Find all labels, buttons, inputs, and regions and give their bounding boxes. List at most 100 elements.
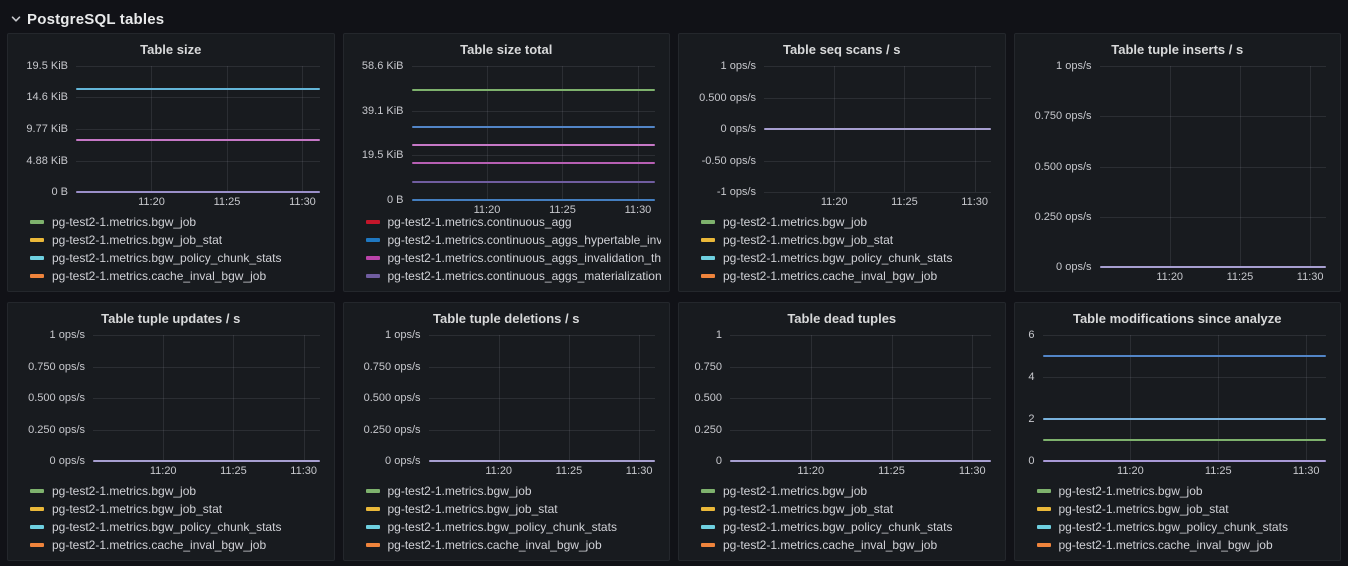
legend-item[interactable]: pg-test2-1.metrics.continuous_aggs_hyper… xyxy=(365,231,661,249)
legend-item[interactable]: pg-test2-1.metrics.bgw_policy_chunk_stat… xyxy=(30,518,326,536)
graph-panel: Table tuple inserts / s 1 ops/s 0.750 ops… xyxy=(1013,33,1341,292)
y-tick-label: 0 ops/s xyxy=(1056,261,1092,273)
v-gridline xyxy=(1306,335,1308,461)
legend-item[interactable]: pg-test2-1.metrics.bgw_job xyxy=(701,213,997,231)
legend-item[interactable]: pg-test2-1.metrics.bgw_job xyxy=(365,482,662,500)
v-gridline xyxy=(1239,66,1241,267)
legend-item[interactable]: pg-test2-1.metrics.continuous_aggs_mater… xyxy=(365,267,661,285)
x-tick-label: 11:30 xyxy=(289,196,316,208)
legend-swatch-icon xyxy=(365,256,380,260)
x-axis: 11:20 11:25 11:30 xyxy=(76,192,320,210)
legend-item[interactable]: pg-test2-1.metrics.bgw_job xyxy=(701,482,997,500)
y-tick-label: 19.5 KiB xyxy=(361,149,404,162)
x-tick-label: 11:20 xyxy=(820,196,848,208)
plot-area[interactable] xyxy=(93,335,320,462)
legend-item[interactable]: pg-test2-1.metrics.bgw_job_stat xyxy=(701,231,997,249)
plot-col: 11:20 11:25 11:30 xyxy=(428,335,655,479)
legend-item[interactable]: pg-test2-1.metrics.cache_inval_bgw_job xyxy=(365,536,662,554)
plot-area[interactable] xyxy=(764,66,991,193)
series-line xyxy=(1042,418,1326,420)
legend-swatch-icon xyxy=(30,543,44,547)
legend-item[interactable]: pg-test2-1.metrics.cache_inval_bgw_job xyxy=(30,267,326,285)
legend-item[interactable]: pg-test2-1.metrics.bgw_job_stat xyxy=(30,231,326,249)
graph-panel: Table seq scans / s 1 ops/s 0.500 ops/s 0 … xyxy=(678,33,1006,292)
legend-item[interactable]: pg-test2-1.metrics.bgw_job_stat xyxy=(1036,500,1333,518)
legend-item[interactable]: pg-test2-1.metrics.continuous_agg xyxy=(365,218,662,231)
panel-title[interactable]: Table size total xyxy=(460,42,553,57)
h-gridline xyxy=(428,335,655,336)
y-tick-label: 0.750 ops/s xyxy=(363,360,421,373)
plot-area[interactable] xyxy=(730,335,991,462)
panel-title[interactable]: Table seq scans / s xyxy=(782,42,901,57)
graph-panel: Table size total 58.6 KiB 39.1 KiB 19.5 Ki… xyxy=(342,33,670,292)
x-tick-label: 11:25 xyxy=(891,196,918,208)
x-tick-label: 11:25 xyxy=(1204,465,1232,477)
graph-panel: Table dead tuples 1 0.750 0.500 0.250 0 11:2… xyxy=(678,302,1006,561)
v-gridline xyxy=(486,66,488,200)
legend-item[interactable]: pg-test2-1.metrics.bgw_job xyxy=(30,482,326,500)
series-line xyxy=(764,128,991,130)
x-tick-label: 11:25 xyxy=(878,465,905,477)
x-axis: 11:20 11:25 11:30 xyxy=(730,461,991,479)
graph-panel: Table tuple updates / s 1 ops/s 0.750 ops… xyxy=(7,302,335,561)
legend-swatch-icon xyxy=(30,525,44,529)
plot-area[interactable] xyxy=(76,66,320,193)
legend-label: pg-test2-1.metrics.bgw_job xyxy=(52,484,197,498)
legend-item[interactable]: pg-test2-1.metrics.bgw_job xyxy=(1036,482,1333,500)
legend-item[interactable]: pg-test2-1.metrics.bgw_policy_chunk_stat… xyxy=(30,249,326,267)
series-line xyxy=(428,460,655,462)
v-gridline xyxy=(891,335,893,461)
legend-item[interactable]: pg-test2-1.metrics.cache_inval_bgw_job xyxy=(701,536,997,554)
h-gridline xyxy=(764,160,991,162)
legend-label: pg-test2-1.metrics.bgw_policy_chunk_stat… xyxy=(387,520,617,534)
y-axis: 1 ops/s 0.750 ops/s 0.500 ops/s 0.250 ops/s… xyxy=(352,329,429,467)
legend-label: pg-test2-1.metrics.cache_inval_bgw_job xyxy=(1058,538,1273,552)
panel-title[interactable]: Table tuple updates / s xyxy=(101,311,241,326)
plot-area[interactable] xyxy=(428,335,655,462)
y-tick-label: 0.750 ops/s xyxy=(28,360,85,373)
y-tick-label: 1 ops/s xyxy=(720,60,756,72)
series-line xyxy=(76,191,320,193)
series-line xyxy=(1099,266,1326,268)
x-tick-label: 11:20 xyxy=(1117,465,1144,477)
plot-area[interactable] xyxy=(411,66,655,201)
legend-swatch-icon xyxy=(701,507,715,511)
plot-area[interactable] xyxy=(1099,66,1326,268)
legend-item[interactable]: pg-test2-1.metrics.bgw_policy_chunk_stat… xyxy=(1036,518,1333,536)
legend-item[interactable]: pg-test2-1.metrics.continuous_aggs_inval… xyxy=(365,249,661,267)
legend: pg-test2-1.metrics.continuous_agg pg-test… xyxy=(352,218,662,285)
panel-title[interactable]: Table modifications since analyze xyxy=(1072,311,1282,326)
legend-item[interactable]: pg-test2-1.metrics.bgw_policy_chunk_stat… xyxy=(701,249,997,267)
v-gridline xyxy=(226,66,228,192)
legend-item[interactable]: pg-test2-1.metrics.bgw_job_stat xyxy=(30,500,326,518)
x-tick-label: 11:20 xyxy=(797,465,825,477)
legend-label: pg-test2-1.metrics.bgw_job_stat xyxy=(387,502,558,516)
legend-swatch-icon xyxy=(1036,489,1051,493)
x-tick-label: 11:30 xyxy=(624,204,652,216)
row-header-postgresql-tables[interactable]: PostgreSQL tables xyxy=(7,5,1341,33)
legend: pg-test2-1.metrics.bgw_job pg-test2-1.met… xyxy=(352,479,662,554)
legend-item[interactable]: pg-test2-1.metrics.bgw_policy_chunk_stat… xyxy=(701,518,997,536)
panel-title[interactable]: Table size xyxy=(140,42,202,57)
x-tick-label: 11:20 xyxy=(485,465,513,477)
legend-swatch-icon xyxy=(30,238,44,242)
legend-item[interactable]: pg-test2-1.metrics.bgw_job xyxy=(30,213,326,231)
y-tick-label: 4 xyxy=(1028,371,1035,383)
legend-swatch-icon xyxy=(30,507,44,511)
legend-item[interactable]: pg-test2-1.metrics.cache_inval_bgw_job xyxy=(701,267,997,285)
h-gridline xyxy=(1042,377,1326,378)
panel-title[interactable]: Table tuple inserts / s xyxy=(1111,42,1244,57)
plot-area[interactable] xyxy=(1042,335,1326,462)
legend-item[interactable]: pg-test2-1.metrics.bgw_job_stat xyxy=(365,500,662,518)
legend-item[interactable]: pg-test2-1.metrics.cache_inval_bgw_job xyxy=(1036,536,1333,554)
legend-label: pg-test2-1.metrics.bgw_policy_chunk_stat… xyxy=(1058,520,1288,534)
panel-title[interactable]: Table dead tuples xyxy=(787,311,897,326)
x-tick-label: 11:20 xyxy=(149,465,177,477)
h-gridline xyxy=(730,429,991,431)
legend-item[interactable]: pg-test2-1.metrics.bgw_policy_chunk_stat… xyxy=(365,518,662,536)
v-gridline xyxy=(810,335,812,461)
legend-item[interactable]: pg-test2-1.metrics.cache_inval_bgw_job xyxy=(30,536,326,554)
panel-title[interactable]: Table tuple deletions / s xyxy=(433,311,580,326)
legend-item[interactable]: pg-test2-1.metrics.bgw_job_stat xyxy=(701,500,997,518)
x-tick-label: 11:25 xyxy=(213,196,241,208)
